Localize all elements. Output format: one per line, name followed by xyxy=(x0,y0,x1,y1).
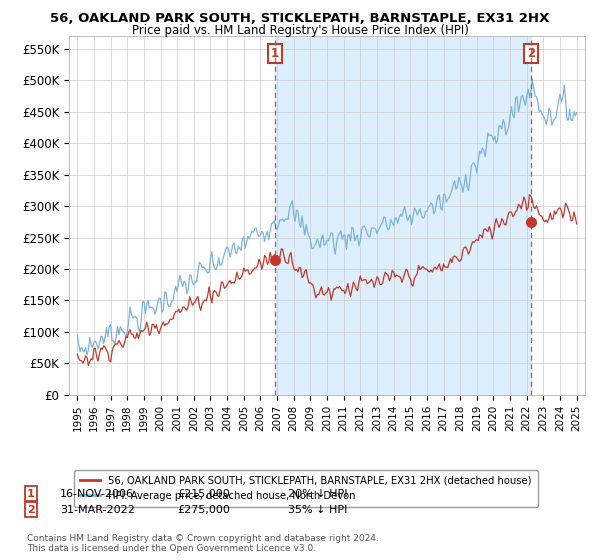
Text: Price paid vs. HM Land Registry's House Price Index (HPI): Price paid vs. HM Land Registry's House … xyxy=(131,24,469,37)
Text: £215,000: £215,000 xyxy=(177,489,230,499)
Text: 2: 2 xyxy=(527,47,535,60)
Text: 1: 1 xyxy=(271,47,279,60)
Text: Contains HM Land Registry data © Crown copyright and database right 2024.
This d: Contains HM Land Registry data © Crown c… xyxy=(27,534,379,553)
Text: 20% ↓ HPI: 20% ↓ HPI xyxy=(288,489,347,499)
Text: 31-MAR-2022: 31-MAR-2022 xyxy=(60,505,135,515)
Bar xyxy=(275,36,531,395)
Text: 2: 2 xyxy=(27,505,35,515)
Text: 56, OAKLAND PARK SOUTH, STICKLEPATH, BARNSTAPLE, EX31 2HX: 56, OAKLAND PARK SOUTH, STICKLEPATH, BAR… xyxy=(50,12,550,25)
Text: 1: 1 xyxy=(27,489,35,499)
Text: 35% ↓ HPI: 35% ↓ HPI xyxy=(288,505,347,515)
Legend: 56, OAKLAND PARK SOUTH, STICKLEPATH, BARNSTAPLE, EX31 2HX (detached house), HPI:: 56, OAKLAND PARK SOUTH, STICKLEPATH, BAR… xyxy=(74,470,538,507)
Text: £275,000: £275,000 xyxy=(177,505,230,515)
Text: 16-NOV-2006: 16-NOV-2006 xyxy=(60,489,134,499)
